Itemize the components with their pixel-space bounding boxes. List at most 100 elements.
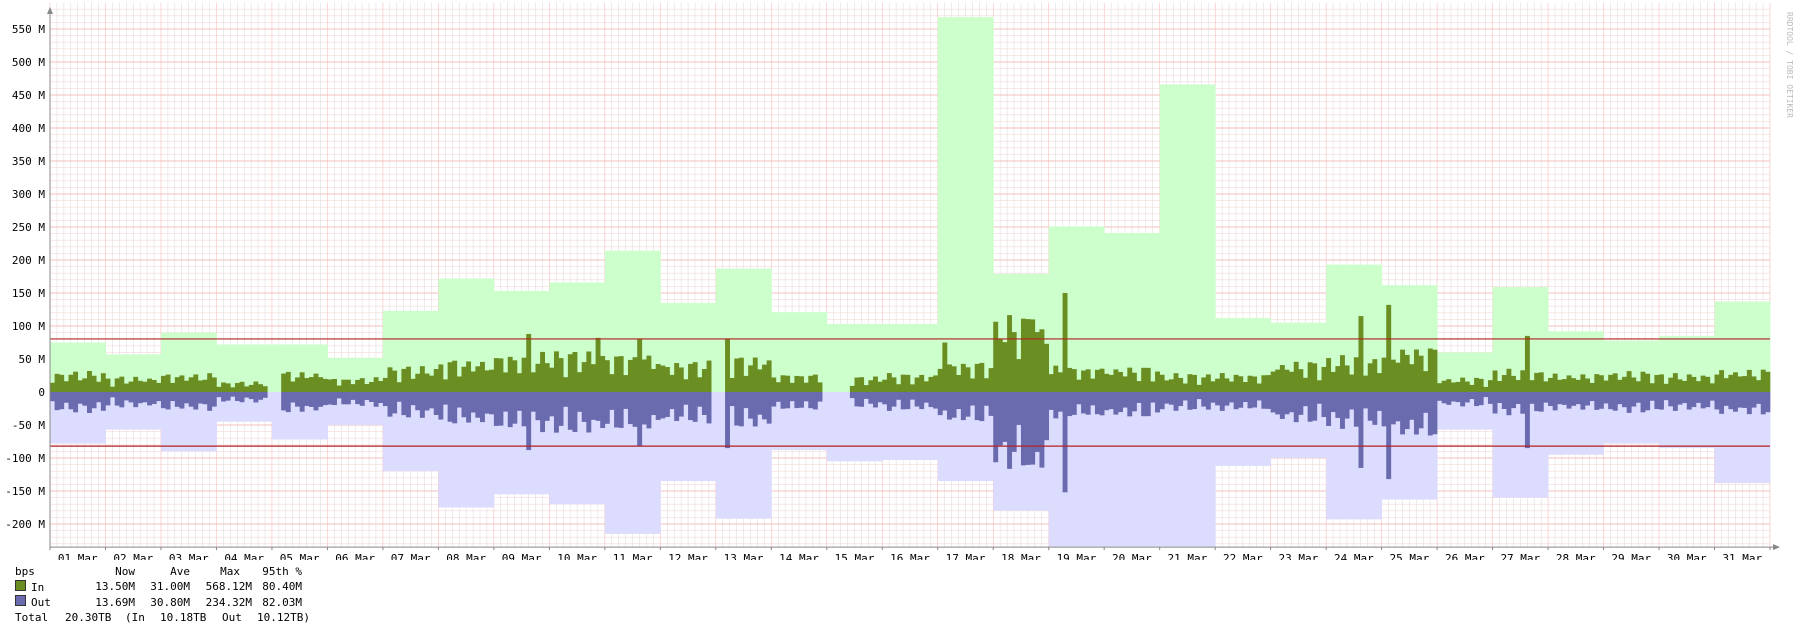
out-traffic-bar: [757, 392, 763, 415]
out-traffic-bar: [849, 392, 855, 399]
x-tick-label: 13 Mar: [724, 552, 764, 560]
out-traffic-bar: [290, 392, 296, 403]
in-traffic-bar: [1487, 380, 1493, 392]
in-traffic-bar: [785, 375, 791, 392]
in-traffic-bar: [1224, 378, 1230, 392]
in-traffic-bar: [1210, 381, 1216, 392]
in-traffic-bar: [322, 378, 328, 392]
in-traffic-bar: [160, 375, 166, 392]
in-traffic-bar: [1395, 362, 1401, 392]
out-traffic-bar: [438, 392, 444, 420]
out-traffic-bar: [979, 392, 985, 422]
y-tick-label: 300 M: [12, 188, 45, 201]
out-traffic-bar: [1205, 392, 1211, 410]
in-traffic-bar: [429, 375, 435, 392]
out-traffic-bar: [674, 392, 680, 421]
in-traffic-bar: [1608, 374, 1614, 392]
out-traffic-bar: [886, 392, 892, 411]
in-traffic-bar: [1127, 367, 1133, 392]
in-traffic-bar: [1182, 383, 1188, 392]
out-traffic-bar: [688, 392, 693, 421]
out-traffic-bar: [188, 392, 194, 407]
in-traffic-bar: [664, 367, 670, 392]
in-traffic-bar: [873, 376, 878, 392]
out-traffic-bar: [900, 392, 906, 410]
out-traffic-bar: [1594, 392, 1600, 410]
out-traffic-bar: [369, 392, 374, 402]
out-traffic-bar: [1450, 392, 1456, 402]
in-traffic-bar: [498, 358, 504, 392]
in-traffic-bar: [1478, 378, 1484, 392]
in-traffic-bar: [646, 355, 652, 392]
out-traffic-bar: [577, 392, 583, 412]
out-traffic-bar: [156, 392, 162, 402]
out-traffic-bar: [785, 392, 791, 409]
in-traffic-bar: [974, 363, 980, 392]
out-traffic-bar: [725, 392, 730, 449]
in-traffic-bar: [1293, 361, 1299, 392]
in-traffic-bar: [137, 380, 143, 392]
out-traffic-bar: [461, 392, 467, 418]
out-traffic-bar: [1538, 392, 1544, 412]
out-traffic-bar: [521, 392, 527, 427]
legend-col-95th: 95th %: [262, 565, 302, 578]
out-traffic-bar: [1497, 392, 1503, 404]
out-traffic-bar: [970, 392, 976, 406]
in-traffic-bar: [1131, 372, 1137, 392]
x-tick-label: 30 Mar: [1667, 552, 1707, 560]
in-traffic-bar: [82, 378, 88, 392]
y-tick-label: 0: [38, 386, 45, 399]
out-traffic-bar: [1335, 392, 1341, 418]
out-traffic-bar: [1196, 392, 1202, 400]
out-traffic-bar: [993, 392, 999, 463]
in-traffic-bar: [535, 363, 541, 392]
in-traffic-bar: [1289, 371, 1295, 392]
in-traffic-bar: [734, 358, 740, 392]
out-traffic-bar: [1367, 392, 1373, 421]
in-traffic-bar: [789, 382, 795, 392]
out-traffic-bar: [692, 392, 698, 422]
out-traffic-bar: [336, 392, 342, 399]
out-traffic-bar: [1303, 392, 1308, 407]
out-traffic-bar: [1201, 392, 1207, 407]
legend-total-in-value: 10.18TB: [160, 610, 207, 624]
out-traffic-bar: [646, 392, 652, 429]
out-traffic-bar: [1663, 392, 1669, 401]
in-traffic-bar: [1376, 373, 1382, 392]
out-traffic-bar: [221, 392, 226, 402]
legend-total-out-label: Out: [222, 610, 242, 624]
out-traffic-bar: [355, 392, 361, 405]
out-traffic-bar: [1566, 392, 1572, 409]
in-traffic-bar: [50, 382, 55, 392]
out-traffic-bar: [595, 392, 601, 421]
out-traffic-bar: [1020, 392, 1026, 466]
out-traffic-bar: [1159, 392, 1165, 410]
out-traffic-bar: [1487, 392, 1493, 404]
out-traffic-bar: [1150, 392, 1156, 403]
in-traffic-bar: [637, 339, 643, 392]
out-traffic-bar: [1622, 392, 1627, 408]
out-traffic-bar: [771, 392, 777, 407]
in-traffic-bar: [567, 354, 573, 392]
in-traffic-bar: [1501, 375, 1507, 392]
in-traffic-bar: [581, 362, 587, 392]
out-traffic-bar: [951, 392, 957, 418]
out-traffic-bar: [1746, 392, 1752, 415]
in-traffic-bar: [239, 381, 245, 392]
out-traffic-bar: [960, 392, 966, 421]
in-traffic-bar: [808, 375, 814, 392]
in-traffic-bar: [859, 377, 865, 392]
out-traffic-bar: [253, 392, 259, 403]
in-traffic-bar: [725, 339, 730, 392]
in-traffic-bar: [1450, 382, 1456, 392]
out-traffic-bar: [1293, 392, 1299, 423]
in-traffic-bar: [863, 385, 869, 392]
in-traffic-bar: [244, 386, 250, 392]
out-traffic-bar: [147, 392, 153, 406]
out-traffic-bar: [512, 392, 518, 424]
legend-in-swatch: [15, 579, 26, 591]
out-traffic-bar: [415, 392, 421, 411]
out-traffic-bar: [664, 392, 670, 417]
in-traffic-bar: [854, 377, 860, 392]
x-tick-label: 27 Mar: [1500, 552, 1540, 560]
